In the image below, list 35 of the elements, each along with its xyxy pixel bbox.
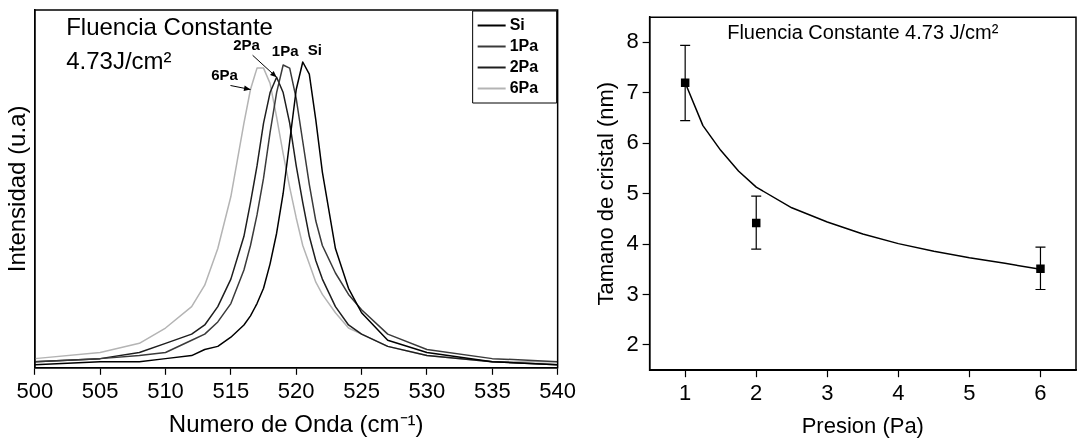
x-tick-label: 540 [539, 378, 577, 404]
x-tick-label: 515 [212, 378, 250, 404]
x-tick-label: 510 [147, 378, 184, 404]
legend-label: 6Pa [509, 78, 539, 96]
x-tick-label: 520 [277, 378, 315, 404]
x-tick-label: 6 [1034, 380, 1047, 406]
annotation: Fluencia Constante 4.73 J/cm² [727, 20, 999, 43]
x-tick-label: 3 [821, 380, 834, 406]
x-axis-title: Presion (Pa) [801, 412, 924, 438]
y-tick-label: 8 [626, 28, 639, 54]
y-axis-title: Tamano de cristal (nm) [593, 81, 619, 306]
legend-label: Si [509, 15, 525, 33]
annotation: Si [307, 40, 322, 58]
x-tick-label: 505 [81, 378, 119, 404]
y-tick-label: 6 [626, 129, 639, 155]
annotation: 6Pa [211, 66, 239, 84]
y-axis-title: Intensidad (u.a) [3, 105, 31, 273]
y-tick-label: 5 [626, 179, 639, 205]
legend-label: 1Pa [509, 36, 539, 54]
x-tick-label: 4 [892, 380, 905, 406]
x-tick-label: 530 [408, 378, 446, 404]
y-tick-label: 4 [626, 230, 639, 256]
x-tick-label: 2 [750, 380, 763, 406]
legend-label: 2Pa [509, 57, 539, 75]
x-axis-title: Numero de Onda (cm⁻¹) [168, 410, 424, 438]
annotation: 4.73J/cm² [66, 46, 172, 74]
x-tick-label: 500 [16, 378, 54, 404]
x-tick-label: 5 [963, 380, 976, 406]
x-tick-label: 535 [473, 378, 511, 404]
annotation: 1Pa [271, 41, 300, 59]
y-tick-label: 3 [626, 280, 639, 306]
y-tick-label: 7 [626, 78, 639, 104]
y-tick-label: 2 [626, 331, 639, 357]
x-tick-label: 1 [679, 380, 692, 406]
x-tick-label: 525 [343, 378, 380, 404]
